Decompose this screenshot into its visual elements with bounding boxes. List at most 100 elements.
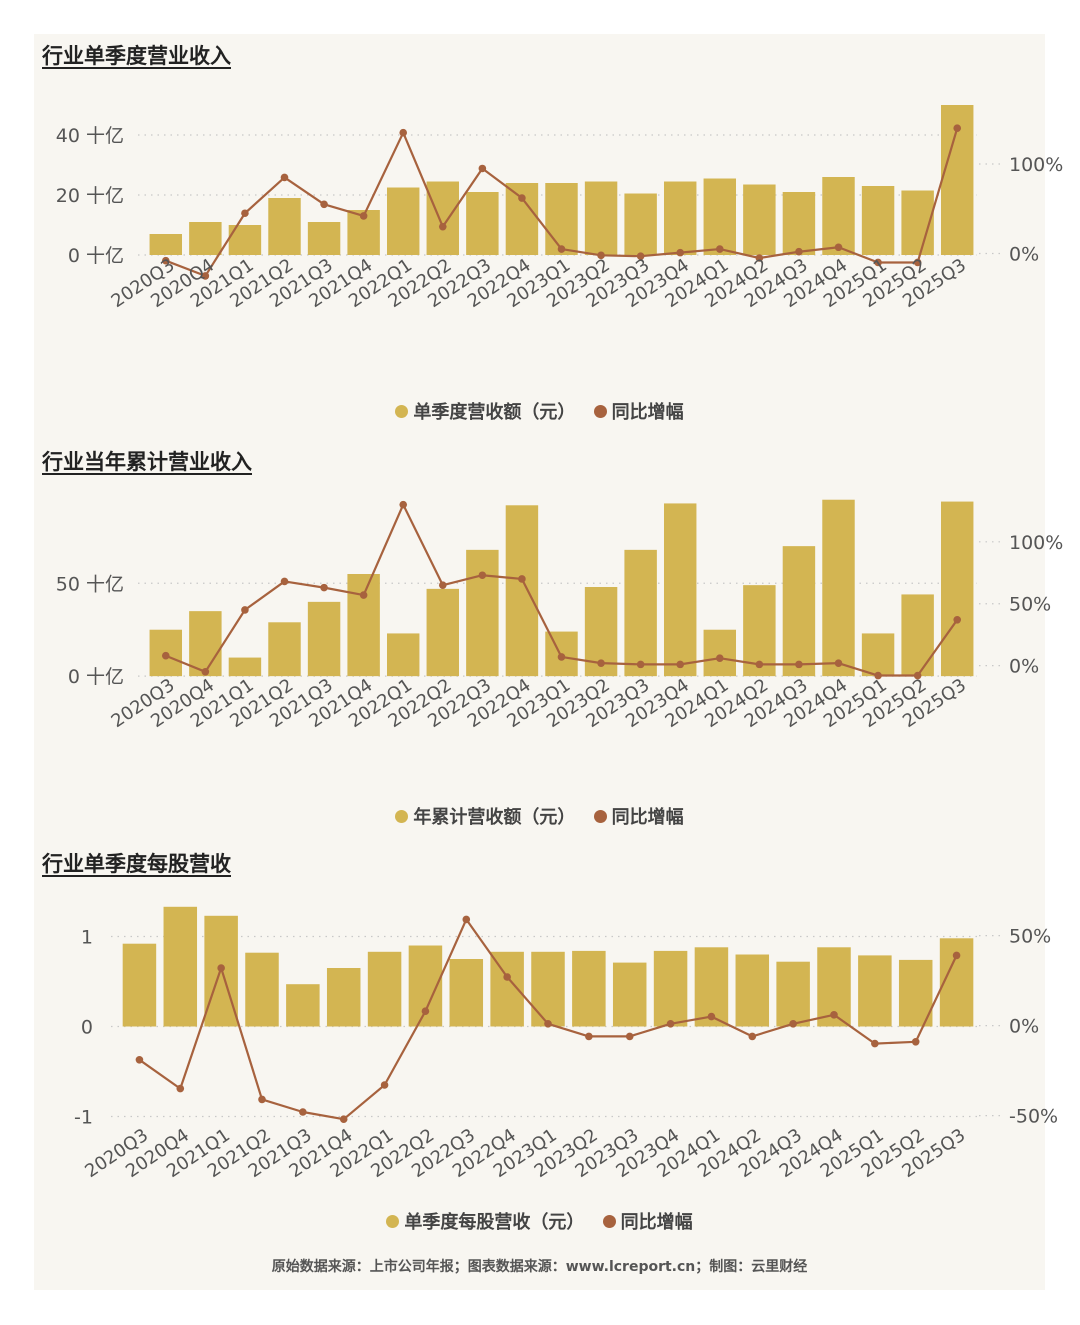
growth-point — [217, 964, 225, 972]
y-tick-label: 20 十亿 — [56, 185, 124, 207]
y-tick-label: 40 十亿 — [56, 125, 124, 147]
bar — [624, 549, 657, 677]
growth-point — [280, 577, 289, 586]
bar — [505, 183, 539, 255]
bar — [584, 181, 618, 255]
bar — [703, 178, 737, 255]
growth-point — [201, 272, 210, 280]
bar — [653, 950, 688, 1027]
growth-point — [339, 1115, 348, 1123]
growth-point — [176, 1084, 185, 1093]
bar — [663, 503, 697, 677]
y2-tick-label: -50% — [1009, 1106, 1058, 1128]
growth-point — [871, 1039, 879, 1048]
growth-point — [748, 1032, 757, 1041]
bar — [822, 177, 855, 255]
bar — [782, 192, 816, 255]
bar — [163, 906, 198, 1027]
growth-point — [676, 660, 685, 669]
growth-point — [636, 660, 645, 669]
growth-point — [438, 222, 447, 231]
y-tick-label: 0 — [81, 1017, 93, 1039]
growth-point — [421, 1007, 430, 1015]
legend-label: 单季度每股营收（元） — [404, 1212, 585, 1233]
growth-point — [625, 1032, 634, 1041]
growth-point — [320, 583, 328, 592]
legend-swatch-line — [593, 809, 607, 823]
growth-point — [597, 659, 605, 667]
bar — [822, 499, 855, 677]
legend: 单季度营收额（元） 同比增幅 — [34, 398, 1045, 424]
growth-point — [676, 248, 685, 257]
bar — [307, 222, 341, 255]
growth-point — [299, 1108, 307, 1116]
y-tick-label: 1 — [81, 927, 93, 949]
growth-point — [399, 500, 408, 509]
legend-label: 同比增幅 — [611, 402, 684, 423]
growth-point — [636, 252, 645, 261]
legend-item-line[interactable]: 同比增幅 — [593, 803, 684, 829]
source-footer: 原始数据来源：上市公司年报；图表数据来源：www.lcreport.cn；制图：… — [271, 1259, 808, 1275]
growth-point — [874, 258, 882, 267]
legend-item-line[interactable]: 同比增幅 — [593, 398, 684, 424]
growth-point — [834, 659, 843, 667]
bar — [326, 968, 361, 1027]
legend-item-line[interactable]: 同比增幅 — [602, 1208, 693, 1234]
growth-point — [161, 256, 170, 265]
y2-tick-label: 50% — [1009, 926, 1051, 948]
growth-point — [953, 616, 962, 624]
growth-point — [201, 668, 210, 676]
growth-point — [161, 651, 170, 660]
growth-point — [359, 591, 368, 599]
panel-cumulative-revenue: 行业当年累计营业收入 0 十亿 50 十亿 0% 50% 100% 2020Q3 2020Q… — [34, 446, 1063, 846]
bar — [426, 181, 460, 255]
bar — [386, 633, 420, 677]
legend-label: 同比增幅 — [620, 1212, 693, 1233]
chart-title: 行业当年累计营业收入 — [42, 450, 252, 474]
y2-tick-label: 0% — [1009, 244, 1039, 266]
legend-item-bar[interactable]: 年累计营收额（元） — [395, 803, 575, 829]
growth-point — [462, 915, 471, 924]
chart-title: 行业单季度营业收入 — [42, 44, 231, 68]
growth-point — [795, 247, 803, 256]
growth-point — [544, 1020, 552, 1028]
growth-point — [503, 973, 511, 981]
growth-point — [557, 245, 566, 253]
bar — [268, 198, 301, 255]
growth-point — [666, 1020, 675, 1028]
bar — [624, 193, 657, 255]
bar — [663, 181, 697, 255]
bar — [898, 959, 933, 1027]
bar — [861, 633, 895, 677]
bar — [901, 594, 934, 677]
bar — [940, 501, 974, 677]
bar — [782, 546, 816, 677]
y-tick-label: 0 十亿 — [68, 666, 124, 688]
legend-item-bar[interactable]: 单季度每股营收（元） — [386, 1208, 584, 1234]
bar — [347, 574, 380, 677]
legend-label: 同比增幅 — [611, 807, 684, 828]
growth-point — [557, 653, 566, 661]
y-tick-label: 0 十亿 — [68, 245, 124, 267]
y2-tick-label: 0% — [1009, 656, 1039, 678]
growth-point — [518, 194, 526, 202]
y2-tick-label: 100% — [1009, 532, 1063, 554]
growth-point — [380, 1081, 389, 1089]
bar — [703, 629, 737, 677]
legend: 年累计营收额（元） 同比增幅 — [34, 803, 1045, 829]
y2-tick-label: 0% — [1009, 1016, 1039, 1038]
growth-point — [320, 200, 328, 209]
bar — [861, 186, 895, 255]
bar — [531, 951, 565, 1027]
bar — [228, 657, 262, 677]
growth-point — [280, 173, 289, 182]
bar — [505, 505, 539, 677]
bar — [572, 950, 606, 1027]
y-tick-label: 50 十亿 — [56, 573, 124, 595]
bar — [189, 611, 222, 677]
bar — [449, 959, 484, 1027]
legend-item-bar[interactable]: 单季度营收额（元） — [395, 398, 575, 424]
growth-point — [359, 212, 368, 220]
